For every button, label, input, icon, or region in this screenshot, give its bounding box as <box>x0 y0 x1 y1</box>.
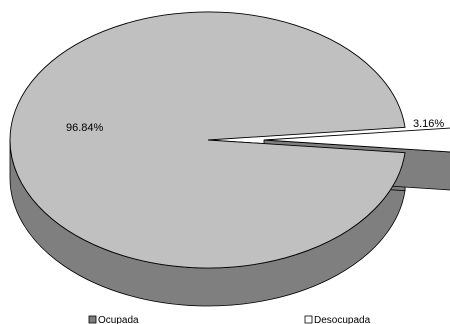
slice-label-ocupada: 96.84% <box>66 122 104 134</box>
legend-label-desocupada: Desocupada <box>314 315 371 324</box>
legend-swatch-ocupada <box>88 315 97 324</box>
legend-swatch-desocupada <box>304 315 313 324</box>
slice-label-desocupada: 3.16% <box>413 118 444 130</box>
slice-ocupada <box>9 11 406 269</box>
legend-label-ocupada: Ocupada <box>98 315 139 324</box>
slice-desocupada <box>263 127 450 153</box>
legend: Ocupada Desocupada <box>88 315 371 324</box>
pie-slices <box>9 11 450 269</box>
